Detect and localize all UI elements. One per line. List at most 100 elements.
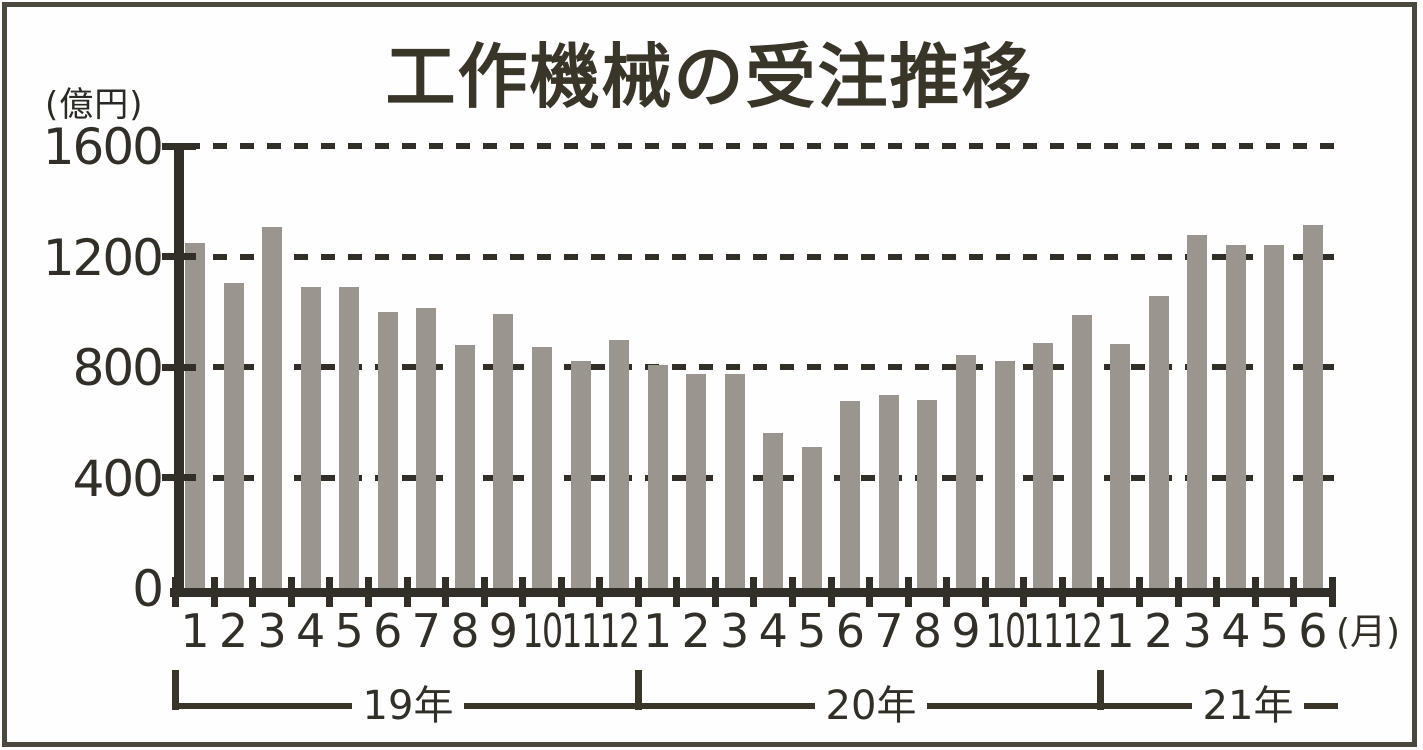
- x-axis-label-month: 1: [1105, 604, 1135, 658]
- x-axis-label-month: 12: [1061, 604, 1103, 658]
- x-axis-tick-23: [1058, 577, 1066, 607]
- x-axis-tick-29: [1290, 577, 1298, 607]
- y-axis-tick-800: [162, 363, 196, 371]
- x-axis-label-month: 9: [488, 604, 519, 658]
- x-axis-label-month: 3: [1182, 604, 1212, 658]
- bar-month-7: [416, 308, 437, 588]
- x-axis-label-month: 5: [797, 604, 827, 658]
- year-bracket-line: [1100, 703, 1192, 709]
- y-axis-tick-1600: [162, 142, 196, 150]
- y-axis-unit-label: (億円): [45, 85, 144, 125]
- x-axis-tick-10: [557, 577, 565, 607]
- x-axis-label-month: 9: [951, 604, 981, 658]
- x-axis-tick-14: [711, 577, 719, 607]
- bar-month-5: [801, 446, 822, 588]
- x-axis-tick-6: [403, 577, 411, 607]
- year-bracket-line: [464, 703, 639, 709]
- bar-month-3: [1187, 234, 1208, 588]
- year-bracket-line: [175, 703, 352, 709]
- x-axis-tick-15: [750, 577, 758, 607]
- x-axis-label-month: 8: [450, 604, 480, 658]
- bar-month-9: [493, 313, 514, 588]
- x-axis-tick-13: [673, 577, 681, 607]
- x-axis-label-month: 5: [1259, 604, 1290, 658]
- gridline-400: [186, 474, 1334, 481]
- bar-month-3: [724, 374, 745, 588]
- x-axis-tick-5: [364, 577, 372, 607]
- bar-month-1: [1110, 343, 1131, 588]
- year-bracket-line: [927, 703, 1101, 709]
- gridline-800: [186, 364, 1334, 370]
- x-axis-label-month: 1: [180, 604, 210, 658]
- x-axis-tick-20: [943, 577, 951, 607]
- x-axis-tick-3: [287, 577, 295, 607]
- y-axis-label-0: 0: [132, 560, 164, 618]
- y-axis-label-800: 800: [72, 339, 164, 397]
- x-axis-label-month: 12: [599, 604, 640, 658]
- x-axis-tick-22: [1020, 577, 1028, 607]
- x-axis-unit-label: (月): [1336, 612, 1401, 653]
- x-axis-tick-16: [789, 577, 797, 607]
- year-bracket-tick-2: [1097, 670, 1105, 710]
- bar-month-11: [1033, 343, 1054, 588]
- x-axis-label-month: 6: [373, 604, 403, 658]
- x-axis-tick-4: [326, 577, 334, 607]
- x-axis-tick-18: [866, 577, 874, 607]
- x-axis-label-month: 10: [984, 604, 1026, 658]
- x-axis-label-month: 7: [874, 604, 904, 658]
- x-axis-label-month: 3: [257, 604, 287, 658]
- x-axis-label-month: 4: [296, 604, 326, 658]
- x-axis-label-month: 6: [835, 604, 865, 658]
- x-axis-label-month: 11: [1023, 604, 1064, 658]
- x-axis-tick-25: [1135, 577, 1143, 607]
- x-axis-label-month: 4: [1221, 604, 1251, 658]
- bar-month-1: [647, 364, 668, 588]
- year-bracket-tick-0: [172, 670, 180, 710]
- x-axis-tick-2: [249, 577, 257, 607]
- x-axis-tick-17: [827, 577, 835, 607]
- x-axis-tick-26: [1174, 577, 1182, 607]
- x-axis-tick-9: [519, 577, 527, 607]
- x-axis-tick-30: [1328, 577, 1336, 607]
- y-axis-tick-400: [162, 474, 196, 481]
- x-axis-tick-27: [1213, 577, 1221, 607]
- gridline-1600: [186, 143, 1334, 149]
- y-axis-line: [174, 144, 184, 597]
- bar-month-6: [840, 401, 861, 588]
- bar-month-6: [1302, 225, 1323, 588]
- year-bracket-line: [1304, 703, 1338, 709]
- x-axis-label-month: 2: [1144, 604, 1174, 658]
- x-axis-label-month: 11: [560, 604, 602, 658]
- bar-month-6: [377, 312, 398, 588]
- x-axis-label-month: 1: [642, 604, 673, 658]
- x-axis-tick-12: [634, 577, 642, 607]
- x-axis-label-month: 2: [681, 604, 711, 658]
- bar-month-2: [223, 283, 244, 588]
- x-axis-tick-21: [981, 577, 989, 607]
- bar-month-1: [185, 243, 205, 588]
- bar-month-4: [1225, 244, 1246, 588]
- chart-title: 工作機械の受注推移: [385, 36, 1034, 118]
- x-axis-tick-8: [480, 577, 488, 607]
- gridline-1200: [186, 253, 1334, 260]
- bar-month-11: [570, 360, 591, 588]
- bar-month-2: [686, 374, 707, 588]
- x-axis-tick-19: [904, 577, 912, 607]
- bar-month-7: [878, 394, 899, 588]
- bar-month-10: [994, 360, 1015, 588]
- year-label-20年: 20年: [825, 683, 917, 729]
- y-axis-label-1200: 1200: [42, 228, 164, 287]
- x-axis-label-month: 6: [1298, 604, 1328, 658]
- x-axis-label-month: 2: [218, 604, 249, 658]
- x-axis-label-month: 7: [411, 604, 441, 658]
- bar-month-4: [763, 433, 784, 588]
- bar-month-2: [1148, 296, 1169, 588]
- bar-month-8: [454, 344, 475, 588]
- y-axis-tick-1200: [162, 253, 196, 260]
- year-label-19年: 19年: [362, 683, 454, 729]
- year-label-21年: 21年: [1202, 683, 1294, 729]
- x-axis-label-month: 5: [334, 604, 364, 658]
- y-axis-label-400: 400: [72, 449, 164, 508]
- x-axis-label-month: 3: [720, 604, 750, 658]
